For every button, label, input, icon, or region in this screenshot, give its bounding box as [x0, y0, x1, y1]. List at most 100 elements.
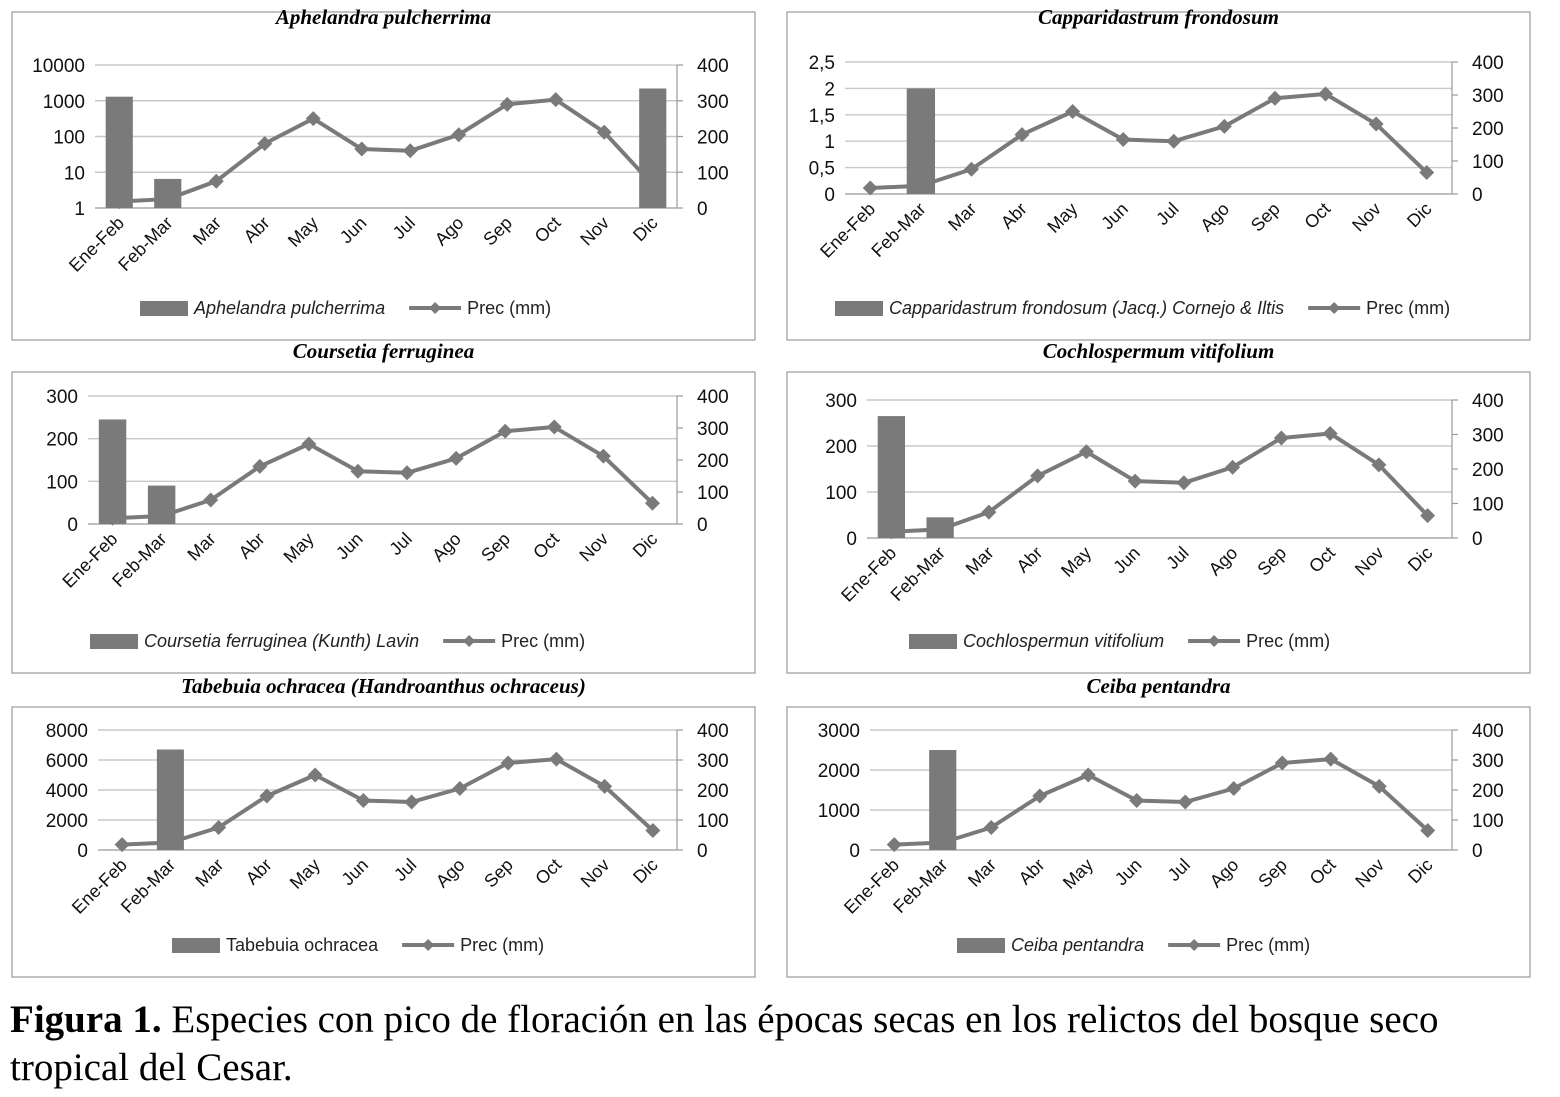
right-tick-label: 300 [1472, 426, 1504, 447]
category-label: Mar [191, 855, 227, 891]
precip-marker [1368, 116, 1384, 132]
precip-marker [1318, 86, 1334, 102]
legend-line-label: Prec (mm) [467, 298, 551, 318]
category-label: Sep [1254, 855, 1291, 892]
left-tick-label: 10 [64, 163, 85, 184]
left-tick-label: 100 [825, 483, 857, 504]
category-label: Mar [944, 199, 980, 235]
category-label: May [284, 213, 322, 251]
left-tick-label: 2,5 [809, 53, 835, 74]
category-label: Jul [1164, 855, 1194, 885]
legend-bar-swatch [140, 301, 188, 316]
category-label: Abr [235, 529, 269, 563]
right-tick-label: 0 [697, 515, 708, 536]
precip-marker [1177, 794, 1193, 810]
category-label: Dic [1404, 855, 1437, 888]
chart-frame [786, 11, 1531, 341]
category-label: Oct [529, 529, 563, 563]
precip-marker [1115, 132, 1131, 148]
right-tick-label: 200 [697, 128, 729, 149]
right-tick-label: 200 [1472, 119, 1504, 140]
category-label: Ago [431, 213, 468, 250]
precip-marker [1080, 767, 1096, 783]
left-tick-label: 0 [67, 515, 78, 536]
category-label: Nov [575, 529, 612, 566]
category-label: Nov [577, 855, 614, 892]
precip-marker [350, 463, 366, 479]
category-label: Oct [531, 855, 565, 889]
precip-marker [500, 755, 516, 771]
precip-marker [1420, 823, 1436, 838]
precip-marker [354, 141, 370, 157]
category-label: May [286, 855, 324, 893]
legend-bar-label: Ceiba pentandra [1011, 935, 1144, 955]
precip-marker [1014, 127, 1030, 143]
category-label: Oct [1305, 543, 1339, 577]
right-tick-label: 400 [1472, 53, 1504, 74]
category-label: Feb-Mar [887, 543, 949, 605]
legend-line-marker [1328, 302, 1341, 314]
precip-marker [1420, 508, 1436, 524]
precip-marker [399, 465, 415, 481]
chart-frame [786, 706, 1531, 978]
right-tick-label: 0 [1472, 529, 1483, 550]
precip-marker [301, 436, 317, 452]
legend-bar-label: Coursetia ferruginea (Kunth) Lavin [144, 631, 419, 651]
left-tick-label: 0 [846, 529, 857, 550]
precip-marker [1322, 425, 1338, 441]
precip-marker [1225, 459, 1241, 475]
precip-marker [404, 794, 420, 810]
category-label: Oct [531, 213, 565, 247]
category-label: Mar [183, 529, 219, 565]
category-label: May [1059, 855, 1097, 893]
legend: Ceiba pentandra Prec (mm) [957, 935, 1310, 955]
precip-marker [597, 778, 613, 794]
left-tick-label: 6000 [46, 751, 88, 772]
precip-marker [983, 820, 999, 835]
right-tick-label: 100 [1472, 495, 1504, 516]
precip-marker [448, 450, 464, 466]
precip-marker [208, 173, 224, 189]
legend-bar-swatch [90, 634, 138, 649]
category-label: Jul [385, 529, 415, 559]
category-label: Ago [432, 855, 469, 892]
precip-marker [1273, 430, 1289, 446]
left-tick-label: 3000 [818, 721, 860, 742]
right-tick-label: 300 [697, 419, 729, 440]
right-tick-label: 400 [1472, 721, 1504, 742]
legend: Aphelandra pulcherrima Prec (mm) [140, 298, 551, 318]
legend-line-label: Prec (mm) [1246, 631, 1330, 651]
category-label: Sep [479, 213, 516, 250]
category-label: Jul [1162, 543, 1192, 573]
left-tick-label: 0 [77, 841, 88, 862]
right-tick-label: 400 [697, 56, 729, 77]
precip-marker [1371, 778, 1387, 794]
precip-marker [913, 178, 929, 194]
precip-marker [451, 127, 467, 143]
right-tick-label: 100 [1472, 811, 1504, 832]
precip-marker [1267, 90, 1283, 106]
left-tick-label: 1000 [818, 801, 860, 822]
legend-bar-swatch [909, 634, 957, 649]
legend-line-label: Prec (mm) [1366, 298, 1450, 318]
precip-line [112, 425, 654, 521]
category-label: Oct [1306, 855, 1340, 889]
left-tick-label: 1,5 [809, 106, 835, 127]
category-label: Dic [629, 855, 662, 888]
chart-title: Coursetia ferruginea [293, 339, 474, 363]
bar [105, 96, 133, 208]
right-tick-label: 0 [1472, 185, 1483, 206]
precip-marker [886, 837, 902, 853]
legend-bar-label: Capparidastrum frondosum (Jacq.) Cornejo… [889, 298, 1284, 318]
right-tick-label: 0 [1472, 841, 1483, 862]
precip-marker [595, 448, 611, 464]
chart-title: Tabebuia ochracea (Handroanthus ochraceu… [181, 674, 586, 698]
precip-marker [644, 495, 660, 511]
precip-marker [203, 492, 219, 508]
right-tick-label: 100 [1472, 152, 1504, 173]
right-tick-label: 400 [1472, 391, 1504, 412]
category-label: Jun [1097, 199, 1132, 234]
right-tick-label: 300 [1472, 86, 1504, 107]
